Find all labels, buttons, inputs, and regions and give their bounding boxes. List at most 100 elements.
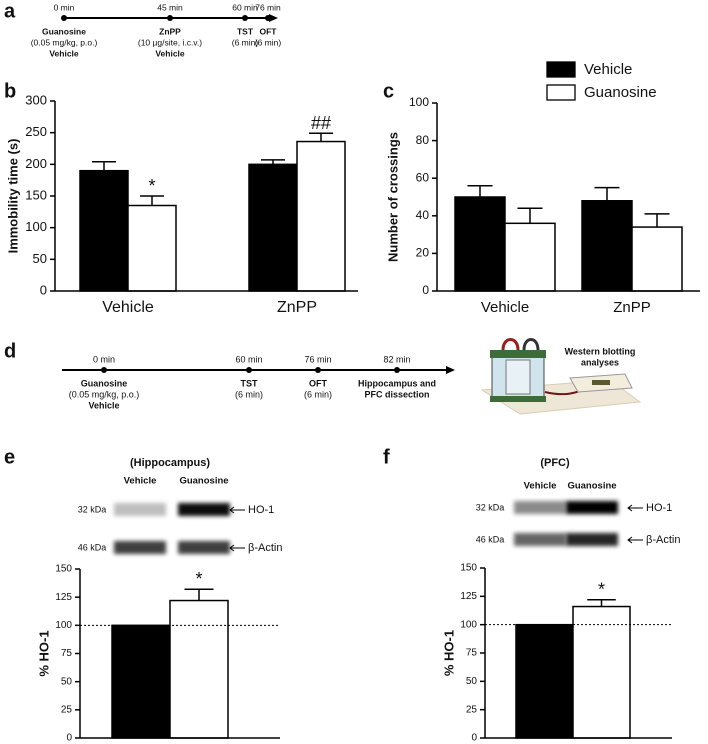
y-tick-label: 125 [55, 592, 72, 603]
error-bar [517, 207, 543, 224]
y-tick-label: 125 [460, 591, 477, 602]
timeline-label: Guanosine [81, 378, 128, 388]
y-axis-label: % HO-1 [36, 630, 51, 676]
y-tick-label: 250 [25, 124, 47, 139]
chart-title: (PFC) [540, 457, 570, 469]
error-bar [140, 195, 164, 206]
bar [111, 624, 171, 739]
legend-swatch [546, 61, 576, 78]
blot-band [566, 501, 618, 514]
y-tick-label: 75 [61, 648, 73, 659]
y-tick-label: 0 [66, 733, 72, 744]
illustration-text: Western blotting [565, 346, 636, 356]
timeline-label: (6 min) [304, 389, 332, 399]
timeline-arrow [269, 14, 278, 22]
timeline-label: Vehicle [88, 400, 119, 410]
blot-arrow [627, 536, 643, 544]
timeline-label: TST [241, 378, 259, 388]
y-tick-label: 40 [416, 208, 430, 222]
y-tick-label: 20 [416, 246, 430, 260]
bar [515, 623, 574, 739]
timeline-time: 60 min [235, 354, 262, 364]
timeline-label: (0.05 mg/kg, p.o.) [69, 389, 140, 399]
bar [127, 204, 177, 292]
timeline-point [242, 15, 248, 21]
y-tick-label: 50 [61, 676, 73, 687]
timeline-label: Vehicle [155, 48, 185, 58]
blot-arrow [229, 506, 245, 514]
error-bar [261, 159, 285, 165]
bar [631, 226, 683, 292]
y-tick-label: 50 [33, 251, 47, 266]
chart-title: (Hippocampus) [130, 457, 210, 469]
y-tick-label: 100 [409, 95, 429, 109]
protein-label: HO-1 [248, 504, 274, 516]
protein-label: β-Actin [646, 534, 680, 546]
y-tick-label: 150 [25, 187, 47, 202]
panel-letter: b [4, 80, 16, 102]
y-tick-label: 50 [466, 676, 478, 687]
protein-label: HO-1 [646, 502, 672, 514]
timeline-time: 76 min [255, 2, 281, 12]
y-tick-label: 200 [25, 156, 47, 171]
significance-label: * [598, 579, 605, 599]
error-bar [594, 186, 620, 201]
blot-arrow [627, 504, 643, 512]
timeline-time: 0 min [93, 354, 115, 364]
y-tick-label: 25 [466, 704, 478, 715]
blot-band [178, 541, 230, 554]
timeline-point [167, 15, 173, 21]
bar [581, 200, 633, 292]
legend-label: Vehicle [584, 61, 632, 78]
y-axis-label: Number of crossings [385, 132, 400, 262]
timeline-label: (0.05 mg/kg, p.o.) [31, 37, 98, 47]
x-tick-label: ZnPP [277, 299, 317, 316]
y-tick-label: 300 [25, 92, 47, 107]
y-tick-label: 0 [40, 282, 47, 297]
significance-label: * [148, 176, 155, 196]
blot-band [114, 541, 166, 554]
y-axis-label: Immobility time (s) [5, 139, 20, 254]
timeline-arrow [446, 366, 455, 374]
blot-band [514, 533, 566, 546]
error-bar [184, 588, 214, 601]
y-axis-label: % HO-1 [441, 630, 456, 676]
bar [296, 140, 346, 292]
y-tick-label: 25 [61, 704, 73, 715]
blot-band [114, 503, 166, 516]
molecular-weight: 46 kDa [78, 542, 107, 552]
x-tick-label: ZnPP [613, 299, 651, 316]
timeline-time: 45 min [157, 2, 183, 12]
timeline-label: ZnPP [159, 26, 181, 36]
western-blot-illustration: Western blotting analyses [480, 338, 642, 415]
timeline-label: TST [237, 26, 254, 36]
bar [572, 605, 631, 739]
timeline-time: 82 min [383, 354, 410, 364]
y-tick-label: 100 [55, 620, 72, 631]
timeline-point [265, 15, 271, 21]
blot-band [566, 533, 618, 546]
bar [248, 163, 298, 292]
timeline-time: 0 min [54, 2, 75, 12]
timeline-point [246, 367, 252, 373]
protein-label: β-Actin [248, 542, 282, 554]
error-bar [309, 132, 333, 142]
timeline-label: OFT [309, 378, 327, 388]
timeline-label: (10 µg/site, i.c.v.) [138, 37, 202, 47]
blot-band [514, 501, 566, 514]
timeline-label: (6 min) [235, 389, 263, 399]
timeline-point [61, 15, 67, 21]
timeline-label: Hippocampus and [358, 378, 436, 388]
y-tick-label: 60 [416, 170, 430, 184]
molecular-weight: 32 kDa [78, 504, 107, 514]
y-tick-label: 100 [460, 619, 477, 630]
lane-label: Vehicle [124, 476, 157, 487]
molecular-weight: 46 kDa [476, 534, 505, 544]
panel-letter: f [383, 446, 390, 468]
error-bar [587, 598, 616, 607]
y-tick-label: 0 [422, 283, 429, 297]
error-bar [467, 184, 493, 197]
blot-band [178, 503, 230, 516]
lane-label: Guanosine [567, 481, 616, 492]
